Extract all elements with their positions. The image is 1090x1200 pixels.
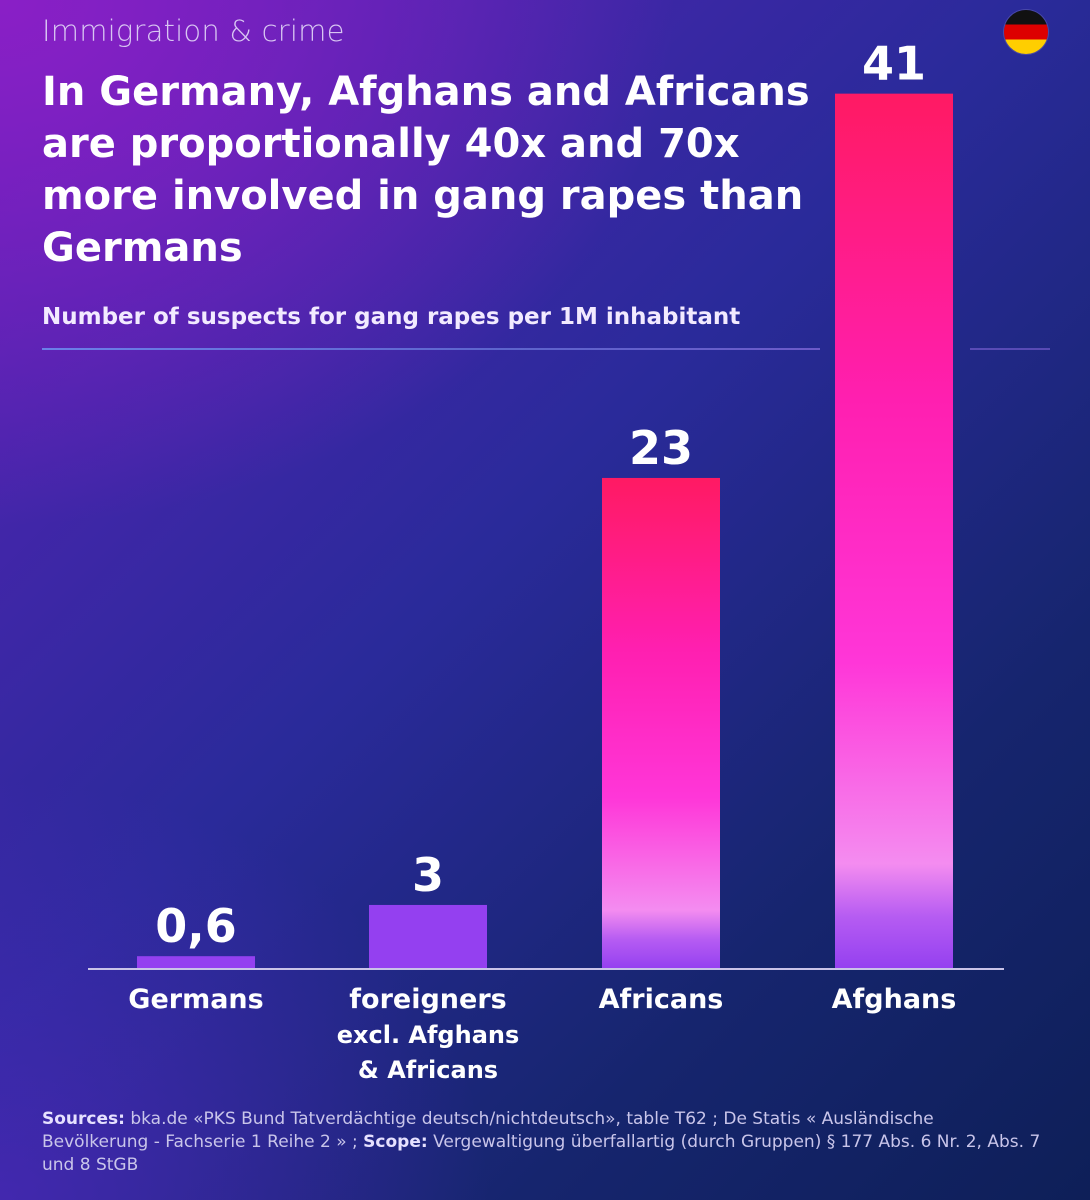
bar-germans [137,956,255,969]
category-label: Germans [128,984,263,1015]
bar-foreigners [369,904,487,969]
category-label: Afghans [832,984,957,1015]
chart-subtitle: Number of suspects for gang rapes per 1M… [42,304,741,330]
category-eyebrow: Immigration & crime [42,14,345,48]
bar-value-label: 23 [629,421,693,475]
sources-label: Sources: [42,1109,125,1129]
germany-flag-icon [1004,10,1048,54]
bar-value-label: 41 [862,37,926,91]
bar-afghans [835,93,953,969]
divider-rule [42,348,820,350]
bar-value-label: 3 [412,848,444,902]
sources-text: bka.de «PKS Bund Tatverdächtige deutsch/… [42,1109,934,1152]
category-label: & Africans [358,1056,498,1084]
bar-value-label: 0,6 [155,899,237,953]
category-label: excl. Afghans [337,1021,520,1049]
scope-label: Scope: [363,1132,428,1152]
category-label: foreigners [349,984,506,1015]
bar-africans [602,477,720,969]
category-label: Africans [599,984,724,1015]
divider-rule-right [970,348,1050,350]
headline: In Germany, Afghans and Africans are pro… [42,69,810,271]
scope-text: Vergewaltigung überfallartig (durch Grup… [42,1132,1041,1175]
sources-note: Sources: bka.de «PKS Bund Tatverdächtige… [42,1108,1042,1177]
